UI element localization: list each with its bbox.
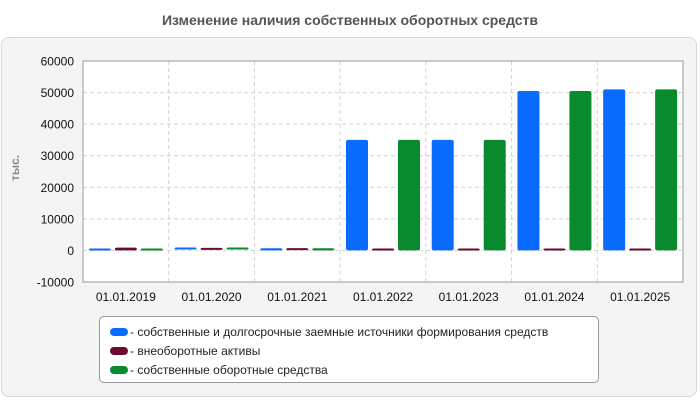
legend-item: - внеоборотные активы xyxy=(110,341,588,360)
y-tick-label: 10000 xyxy=(41,212,75,226)
bar xyxy=(226,247,249,250)
legend-item: - собственные и долгосрочные заемные ист… xyxy=(110,322,588,341)
bar xyxy=(140,248,163,251)
legend-item: - собственные оборотные средства xyxy=(110,360,588,379)
bar xyxy=(398,139,420,251)
bar xyxy=(457,248,480,251)
bar xyxy=(260,248,283,251)
y-tick-label: 40000 xyxy=(41,118,75,132)
bar xyxy=(603,89,626,251)
legend-label: - внеоборотные активы xyxy=(130,343,261,358)
legend-swatch xyxy=(110,346,128,355)
bar xyxy=(114,247,137,251)
legend: - собственные и долгосрочные заемные ист… xyxy=(99,316,599,383)
bar xyxy=(569,90,592,251)
bar xyxy=(543,248,566,251)
plot-border xyxy=(82,60,684,283)
legend-swatch xyxy=(110,327,128,336)
x-tick-label: 01.01.2020 xyxy=(182,290,242,304)
bar xyxy=(483,139,506,251)
bar xyxy=(88,248,111,251)
bar xyxy=(200,247,223,250)
bar xyxy=(372,248,394,251)
x-tick-label: 01.01.2019 xyxy=(96,290,156,304)
bar xyxy=(431,139,454,251)
bar xyxy=(517,90,540,251)
bar xyxy=(655,89,678,251)
y-tick-label: 20000 xyxy=(41,181,75,195)
legend-swatch xyxy=(110,365,128,374)
bar xyxy=(629,248,652,251)
y-tick-label: 0 xyxy=(67,244,74,258)
bar xyxy=(174,247,197,250)
bar xyxy=(312,248,335,251)
legend-label: - собственные оборотные средства xyxy=(130,362,328,377)
y-tick-label: -10000 xyxy=(37,276,75,290)
bar xyxy=(286,248,309,251)
x-tick-label: 01.01.2024 xyxy=(524,290,584,304)
x-tick-label: 01.01.2022 xyxy=(353,290,413,304)
y-tick-label: 30000 xyxy=(41,149,75,163)
y-tick-label: 50000 xyxy=(41,86,75,100)
x-tick-label: 01.01.2023 xyxy=(439,290,499,304)
x-tick-label: 01.01.2025 xyxy=(610,290,670,304)
x-tick-label: 01.01.2021 xyxy=(267,290,327,304)
legend-label: - собственные и долгосрочные заемные ист… xyxy=(130,324,549,339)
chart-title: Изменение наличия собственных оборотных … xyxy=(161,12,539,28)
bar xyxy=(346,139,368,251)
y-tick-label: 60000 xyxy=(41,55,75,69)
